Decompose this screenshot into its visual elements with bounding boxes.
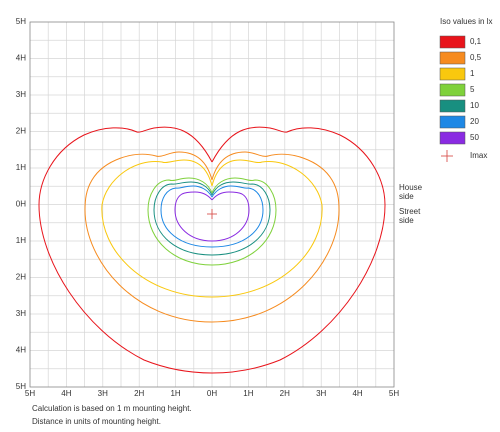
x-tick-label: 3H bbox=[98, 389, 108, 398]
x-tick-label: 2H bbox=[134, 389, 144, 398]
x-tick-label: 2H bbox=[280, 389, 290, 398]
y-tick-label: 2H bbox=[16, 127, 26, 136]
imax-marker bbox=[207, 150, 453, 219]
contour bbox=[211, 159, 323, 298]
legend-label: 0,5 bbox=[470, 53, 482, 62]
contours bbox=[38, 126, 386, 374]
y-tick-label: 1H bbox=[16, 163, 26, 172]
legend-label: Imax bbox=[470, 151, 487, 160]
y-tick-label: 4H bbox=[16, 54, 26, 63]
contour bbox=[147, 177, 213, 266]
legend-swatch bbox=[439, 99, 466, 113]
y-tick-label: 1H bbox=[16, 236, 26, 245]
y-tick-label: 4H bbox=[16, 346, 26, 355]
legend-swatch bbox=[439, 35, 466, 49]
contour bbox=[174, 191, 213, 242]
legend-swatch bbox=[439, 131, 466, 145]
x-tick-label: 4H bbox=[352, 389, 362, 398]
y-tick-label: 3H bbox=[16, 90, 26, 99]
contour bbox=[153, 181, 213, 256]
contour bbox=[211, 151, 340, 323]
legend-swatch bbox=[439, 51, 466, 65]
legend-title: Iso values in lx bbox=[440, 17, 492, 26]
side-label: House bbox=[399, 183, 423, 192]
legend-label: 50 bbox=[470, 133, 479, 142]
side-label: Street bbox=[399, 207, 421, 216]
contour bbox=[101, 159, 213, 298]
y-tick-label: 5H bbox=[16, 382, 26, 391]
legend-label: 10 bbox=[470, 101, 479, 110]
contour bbox=[211, 177, 277, 266]
grid bbox=[30, 22, 394, 387]
legend-label: 20 bbox=[470, 117, 479, 126]
plot-frame bbox=[29, 21, 395, 388]
legend-label: 1 bbox=[470, 69, 475, 78]
legend-swatch bbox=[439, 83, 466, 97]
legend-label: 0,1 bbox=[470, 37, 482, 46]
y-tick-label: 0H bbox=[16, 200, 26, 209]
footnote: Calculation is based on 1 m mounting hei… bbox=[32, 404, 192, 413]
side-label: side bbox=[399, 192, 414, 201]
legend-label: 5 bbox=[470, 85, 475, 94]
y-tick-label: 5H bbox=[16, 17, 26, 26]
x-tick-label: 5H bbox=[389, 389, 399, 398]
x-tick-label: 3H bbox=[316, 389, 326, 398]
legend-swatch bbox=[439, 67, 466, 81]
x-tick-label: 0H bbox=[207, 389, 217, 398]
y-tick-label: 2H bbox=[16, 273, 26, 282]
contour bbox=[211, 185, 264, 248]
y-tick-label: 3H bbox=[16, 309, 26, 318]
footnote: Distance in units of mounting height. bbox=[32, 417, 161, 426]
contour bbox=[211, 191, 250, 242]
contour bbox=[211, 181, 271, 256]
labels: 5H 4H 3H 2H 1H 0H 1H 2H 3H 4H 5H5H4H3H2H1H0H1H2H3H… bbox=[16, 17, 493, 426]
x-tick-label: 1H bbox=[243, 389, 253, 398]
x-tick-label: 4H bbox=[61, 389, 71, 398]
contour bbox=[211, 126, 386, 374]
contour bbox=[160, 185, 213, 248]
legend-swatch bbox=[439, 115, 466, 129]
x-tick-label: 5H bbox=[25, 389, 35, 398]
contour bbox=[38, 126, 213, 374]
contour bbox=[84, 151, 213, 323]
side-label: side bbox=[399, 216, 414, 225]
x-tick-label: 1H bbox=[170, 389, 180, 398]
